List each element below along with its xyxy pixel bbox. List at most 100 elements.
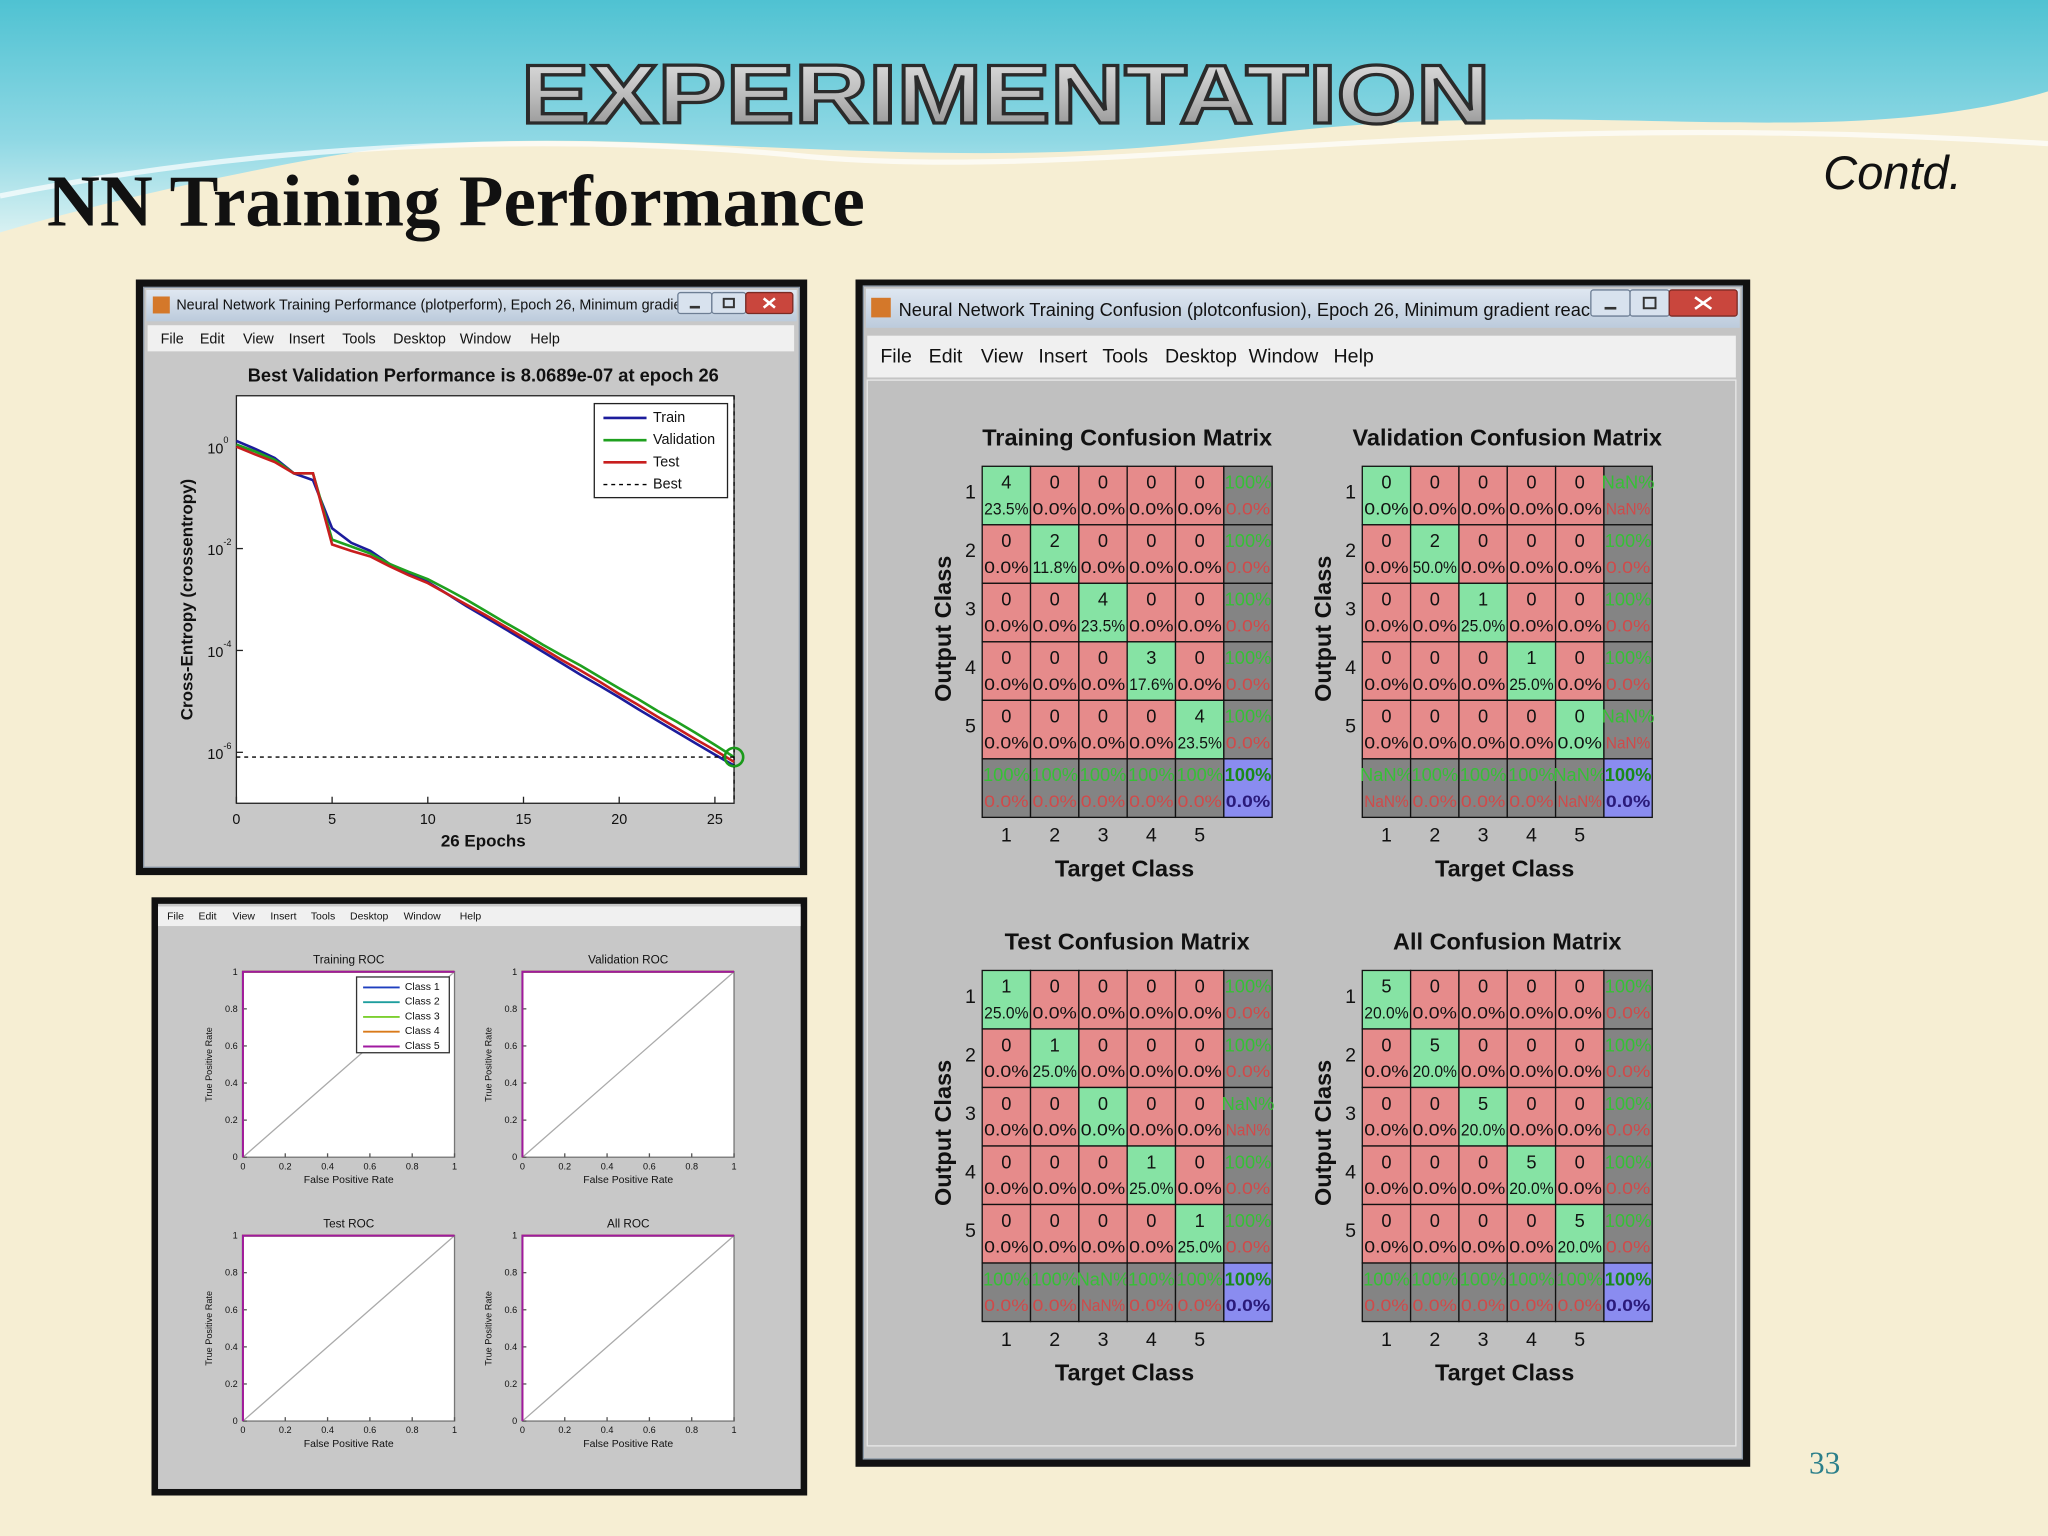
roc-window: File Edit View Insert Tools Desktop Window Help… <box>151 897 808 1496</box>
cell-top: 0 <box>1146 976 1156 997</box>
x-tick-label: 0 <box>240 1161 245 1171</box>
matrix-title: All Confusion Matrix <box>1393 929 1621 955</box>
cell-top: 0 <box>1195 472 1205 493</box>
matrix-cell <box>1126 465 1177 526</box>
cell-bottom: 25.0% <box>1177 1238 1221 1257</box>
cell-top: 0 <box>1381 589 1391 610</box>
cell-bottom: 0.0% <box>1364 617 1408 636</box>
cell-bottom: 0.0% <box>1461 500 1505 519</box>
matrix-cell <box>1029 969 1080 1030</box>
cell-top: 2 <box>1050 530 1060 551</box>
cell-top: NaN% <box>1602 706 1655 727</box>
cell-bottom: 0.0% <box>1364 1121 1408 1140</box>
cell-top: 0 <box>1098 1210 1108 1231</box>
matrix-title: Test Confusion Matrix <box>1005 929 1250 955</box>
x-tick-label: 2 <box>1429 825 1440 847</box>
cell-bottom: 0.0% <box>1129 1062 1173 1081</box>
matrix-cell <box>1506 1145 1557 1206</box>
y-tick-label: 3 <box>1345 1103 1356 1125</box>
cell-bottom: 0.0% <box>1606 1296 1650 1315</box>
cell-bottom: 0.0% <box>1032 675 1076 694</box>
cell-bottom: 0.0% <box>1177 792 1221 811</box>
cell-bottom: 0.0% <box>1177 1121 1221 1140</box>
menu-item: Help <box>530 332 560 348</box>
x-tick-label: 0.6 <box>364 1425 377 1435</box>
cell-top: 100% <box>1605 1034 1652 1055</box>
cell-bottom: 0.0% <box>1364 1238 1408 1257</box>
cell-bottom: 0.0% <box>984 1296 1028 1315</box>
x-tick-label: 2 <box>1049 825 1060 847</box>
cell-top: 0 <box>1381 1093 1391 1114</box>
matrix-cell <box>1506 758 1557 819</box>
cell-bottom: 0.0% <box>1558 734 1602 753</box>
y-tick-label: 2 <box>1345 540 1356 562</box>
cell-bottom: 0.0% <box>1226 1179 1270 1198</box>
cell-bottom: 0.0% <box>1081 1004 1125 1023</box>
cell-top: 0 <box>1050 647 1060 668</box>
y-tick-label: 10 <box>207 441 223 457</box>
matrix-cell <box>1506 641 1557 701</box>
cell-top: 0 <box>1195 976 1205 997</box>
matrix-cell <box>1409 969 1460 1030</box>
matrix-cell <box>1603 1086 1653 1147</box>
cell-bottom: 20.0% <box>1558 1238 1602 1257</box>
cell-bottom: 0.0% <box>1509 617 1553 636</box>
cell-top: 0 <box>1146 589 1156 610</box>
cell-bottom: 0.0% <box>984 1179 1028 1198</box>
menu-item: View <box>981 346 1024 368</box>
y-axis-label: Output Class <box>1310 556 1336 702</box>
cell-bottom: 0.0% <box>1081 675 1125 694</box>
x-tick-label: 5 <box>1194 825 1205 847</box>
matrix-cell <box>1174 1262 1225 1323</box>
cell-bottom: 0.0% <box>1558 500 1602 519</box>
matrix-cell <box>1603 1145 1653 1206</box>
cell-top: 0 <box>1478 1210 1488 1231</box>
cell-bottom: NaN% <box>1364 792 1408 811</box>
cell-top: 100% <box>1128 1268 1175 1289</box>
x-tick-label: 0.4 <box>321 1161 334 1171</box>
matrix-cell <box>1458 758 1508 819</box>
cell-top: 0 <box>1050 976 1060 997</box>
cell-top: 0 <box>1098 706 1108 727</box>
matrix-cell <box>1078 1086 1128 1147</box>
y-tick-label: 1 <box>233 967 238 977</box>
matrix-cell <box>981 1145 1032 1206</box>
cell-top: 0 <box>1050 1151 1060 1172</box>
cell-top: 100% <box>1225 472 1272 493</box>
legend-label: Validation <box>653 432 715 448</box>
cell-top: 100% <box>1411 764 1458 785</box>
cell-top: 0 <box>1098 976 1108 997</box>
x-axis-label: Target Class <box>1435 855 1574 881</box>
matrix-cell <box>1603 524 1653 584</box>
matrix-cell <box>1458 1203 1508 1264</box>
cell-top: 0 <box>1195 1093 1205 1114</box>
cell-top: 100% <box>1225 647 1272 668</box>
legend-label: Test <box>653 454 679 470</box>
x-axis-label: False Positive Rate <box>304 1439 394 1450</box>
plot-title: Validation ROC <box>588 954 669 967</box>
cell-bottom: 0.0% <box>1509 1004 1553 1023</box>
x-tick-label: 0.2 <box>558 1161 571 1171</box>
cell-bottom: 0.0% <box>1364 734 1408 753</box>
cell-bottom: 0.0% <box>1081 734 1125 753</box>
cell-top: 0 <box>1381 1151 1391 1172</box>
cell-top: 4 <box>1098 589 1108 610</box>
cell-bottom: 0.0% <box>1558 1179 1602 1198</box>
y-tick-label: 5 <box>965 716 976 738</box>
y-tick-label: 2 <box>965 1044 976 1066</box>
cell-bottom: 0.0% <box>1558 675 1602 694</box>
matrix-cell <box>1409 1262 1460 1323</box>
matrix-cell <box>1029 1262 1080 1323</box>
y-tick-label: 1 <box>512 1231 517 1241</box>
y-tick-label: 4 <box>1345 657 1356 679</box>
cell-bottom: 0.0% <box>1413 734 1457 753</box>
menu-item: Desktop <box>393 332 446 348</box>
matrix-cell <box>1223 465 1273 526</box>
x-tick-label: 0.4 <box>601 1161 614 1171</box>
cell-top: 0 <box>1146 706 1156 727</box>
cell-top: 0 <box>1195 589 1205 610</box>
diagonal <box>242 1235 455 1422</box>
cell-bottom: 0.0% <box>1226 1238 1270 1257</box>
cell-top: 100% <box>1128 764 1175 785</box>
